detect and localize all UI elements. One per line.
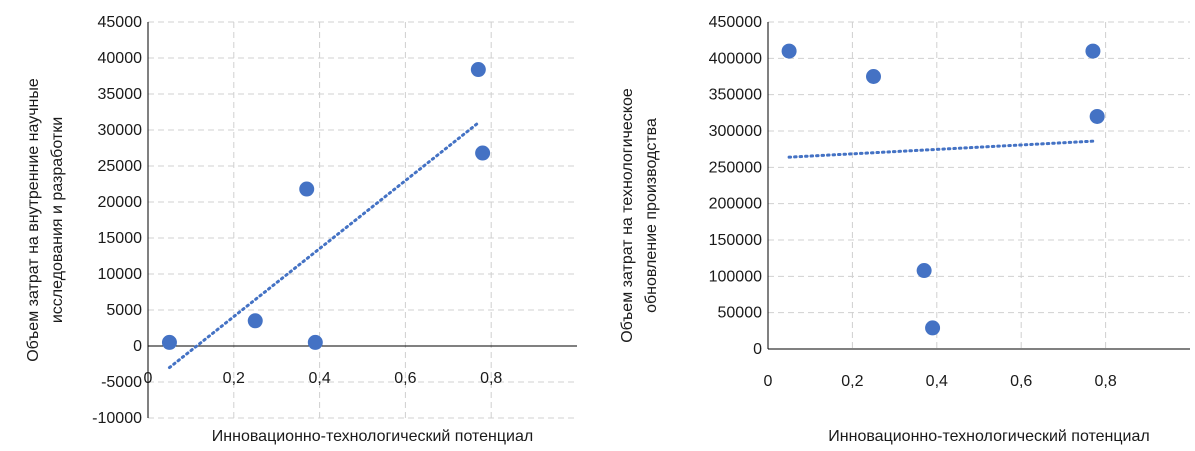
y-axis-title-line: Объем затрат на технологическое (619, 88, 636, 343)
trendline (787, 139, 1095, 159)
y-tick-label: 35000 (98, 86, 143, 103)
y-axis-title-line: обновление производства (643, 118, 660, 313)
x-tick-label: 0,8 (480, 370, 502, 387)
data-point (470, 62, 486, 78)
y-tick-label: 300000 (709, 123, 762, 140)
y-tick-label: 400000 (709, 50, 762, 67)
x-tick-label: 0,2 (223, 370, 245, 387)
y-tick-label: 0 (133, 338, 142, 355)
y-tick-label: 450000 (709, 14, 762, 31)
y-tick-label: 15000 (98, 230, 143, 247)
x-tick-label: 0,2 (841, 373, 863, 390)
y-tick-label: 25000 (98, 158, 143, 175)
data-point (475, 145, 491, 161)
data-point (247, 313, 263, 329)
y-tick-label: 5000 (106, 302, 142, 319)
y-tick-label: -5000 (101, 374, 142, 391)
x-tick-label: 0 (764, 373, 773, 390)
data-point (161, 334, 177, 350)
x-tick-label: 0,6 (394, 370, 416, 387)
y-tick-label: 45000 (98, 14, 143, 31)
x-axis-title: Инновационно-технологический потенциал (212, 428, 533, 445)
chart-2: 0 50000 100000 150000 200000 250000 300000 3500… (619, 14, 1190, 445)
y-tick-label: 150000 (709, 232, 762, 249)
y-tick-label: 250000 (709, 159, 762, 176)
y-tick-label: 30000 (98, 122, 143, 139)
x-tick-label: 0,4 (926, 373, 948, 390)
y-tick-label: 100000 (709, 268, 762, 285)
data-point (1085, 43, 1101, 59)
x-tick-label: 0,4 (308, 370, 330, 387)
x-axis-title: Инновационно-технологический потенциал (828, 428, 1149, 445)
y-axis-title-line: исследования и разработки (49, 117, 66, 323)
data-point (781, 43, 797, 59)
y-tick-label: 40000 (98, 50, 143, 67)
y-axis-title-line: Объем затрат на внутренние научные (25, 78, 42, 362)
data-point (925, 320, 941, 336)
x-tick-label: 0 (144, 370, 153, 387)
y-tick-label: 350000 (709, 87, 762, 104)
data-point (1089, 108, 1105, 124)
data-point (299, 181, 315, 197)
x-tick-label: 0,6 (1010, 373, 1032, 390)
data-point (307, 334, 323, 350)
trendline (167, 121, 480, 370)
chart-1: -10000-500005000100001500020000250003000… (25, 14, 577, 445)
y-tick-label: -10000 (92, 410, 142, 427)
y-tick-label: 200000 (709, 196, 762, 213)
x-tick-label: 0,8 (1094, 373, 1116, 390)
y-tick-label: 50000 (718, 305, 763, 322)
data-point (916, 263, 932, 279)
y-tick-label: 20000 (98, 194, 143, 211)
data-point (866, 69, 881, 84)
y-tick-label: 0 (753, 341, 762, 358)
y-tick-label: 10000 (98, 266, 143, 283)
